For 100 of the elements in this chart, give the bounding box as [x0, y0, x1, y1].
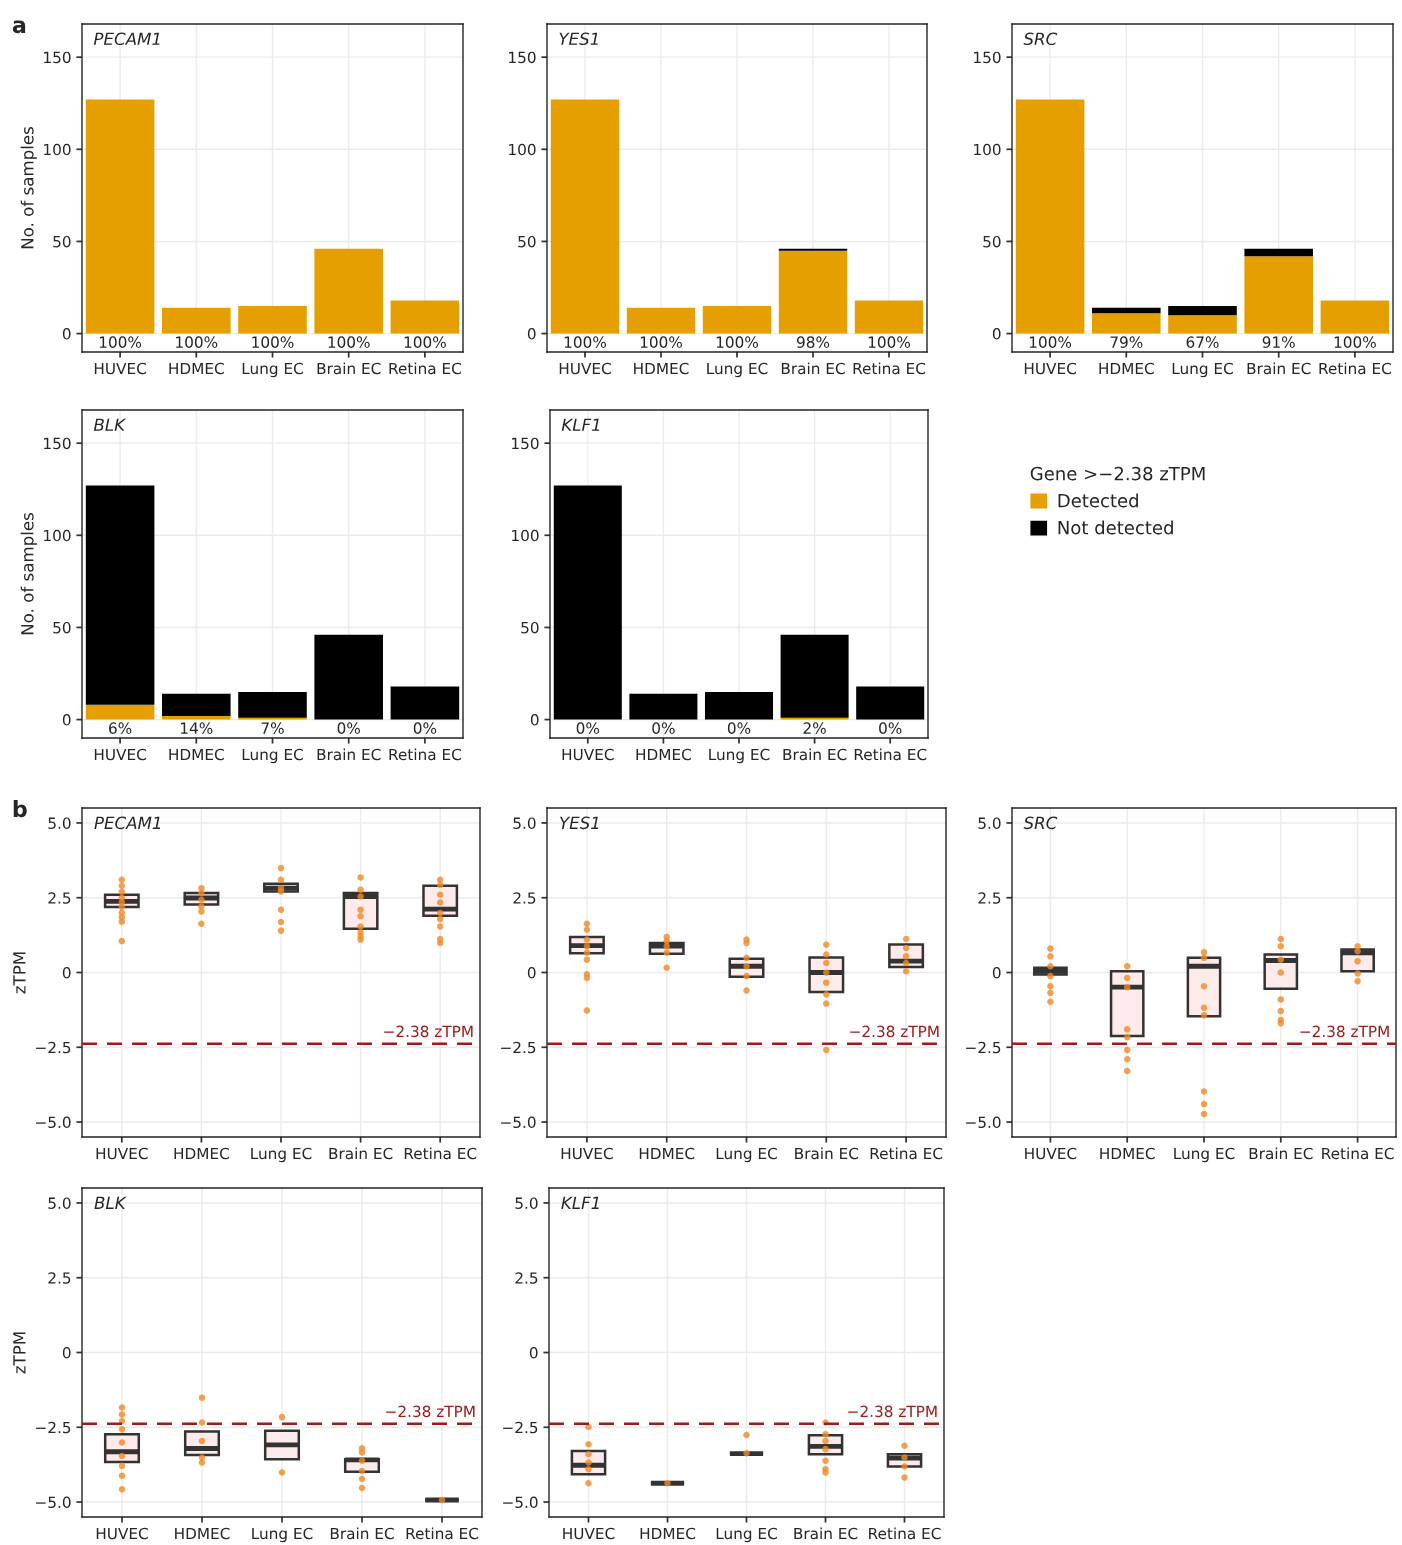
bar — [626, 307, 696, 334]
chart-title: KLF1 — [561, 1196, 599, 1209]
x-tick-label: HDMEC — [169, 362, 224, 375]
chart-title: YES1 — [560, 816, 599, 830]
annotation: 14% — [181, 722, 213, 734]
x-tick-label: Brain EC — [1249, 1147, 1313, 1160]
y-tick-label: 2.5 — [48, 892, 71, 904]
x-tick-label: Retina EC — [869, 1527, 941, 1540]
bar — [314, 634, 383, 720]
annotation: 91% — [1262, 336, 1295, 348]
y-tick-label: 100 — [974, 143, 1001, 156]
annotation: 0% — [727, 722, 751, 734]
bar — [553, 485, 622, 720]
x-tick-label: HUVEC — [96, 1527, 148, 1540]
bar — [702, 305, 772, 334]
y-tick-label: 0 — [992, 328, 1001, 340]
bar — [550, 99, 620, 334]
bar — [1320, 300, 1390, 334]
bar — [780, 634, 849, 718]
bar — [778, 250, 848, 334]
y-axis-title: No. of samples — [20, 127, 37, 249]
y-tick-label: −2.5 — [36, 1041, 71, 1054]
bar — [390, 686, 460, 720]
chart-title: PECAM1 — [94, 816, 161, 830]
y-tick-label: 2.5 — [978, 892, 1001, 904]
y-tick-label: 5.0 — [978, 817, 1001, 829]
x-tick-label: HUVEC — [94, 362, 146, 375]
x-tick-label: Retina EC — [853, 362, 926, 375]
y-tick-label: 0 — [527, 328, 536, 340]
x-tick-label: Brain EC — [1247, 362, 1311, 375]
annotation: 0% — [337, 722, 360, 734]
x-tick-label: Brain EC — [317, 362, 381, 375]
x-tick-label: HDMEC — [634, 362, 689, 375]
annotation: 100% — [1334, 336, 1376, 348]
y-tick-label: 150 — [512, 437, 539, 450]
bar — [1092, 307, 1161, 314]
x-tick-label: Retina EC — [389, 362, 461, 375]
y-tick-label: 5.0 — [515, 1197, 538, 1209]
x-tick-label: HDMEC — [639, 1147, 695, 1160]
bar — [85, 99, 155, 334]
x-tick-label: Brain EC — [329, 1147, 393, 1160]
annotation: 0% — [652, 722, 675, 734]
annotation: 100% — [716, 336, 758, 348]
annotation: 100% — [328, 336, 370, 348]
y-tick-label: 100 — [44, 143, 71, 156]
x-tick-label: Retina EC — [406, 1527, 479, 1540]
x-tick-label: HDMEC — [640, 1527, 696, 1540]
y-tick-label: −2.5 — [966, 1041, 1001, 1054]
bar — [314, 248, 383, 334]
y-tick-label: 0 — [530, 714, 539, 726]
legend-label: Detected — [1058, 493, 1138, 508]
y-tick-label: 100 — [512, 529, 539, 542]
annotation: 100% — [868, 336, 910, 348]
text: b — [13, 800, 27, 818]
x-tick-label: HUVEC — [96, 1147, 148, 1160]
bar — [1092, 313, 1161, 334]
y-tick-label: 5.0 — [513, 817, 536, 829]
x-tick-label: Lung EC — [242, 362, 303, 378]
y-tick-label: 2.5 — [515, 1272, 538, 1284]
x-tick-label: HUVEC — [1025, 1147, 1077, 1160]
y-tick-label: 5.0 — [48, 1197, 71, 1209]
x-tick-label: Retina EC — [870, 1147, 943, 1160]
ref-line-label: −2.38 zTPM — [850, 1025, 939, 1038]
x-tick-label: Brain EC — [795, 1147, 859, 1160]
annotation: 0% — [576, 722, 600, 734]
chart-title: KLF1 — [561, 418, 600, 431]
y-tick-label: −5.0 — [36, 1496, 71, 1509]
ref-line-label: −2.38 zTPM — [1300, 1025, 1389, 1038]
x-tick-label: Lung EC — [1174, 1147, 1235, 1163]
bar — [1168, 315, 1237, 334]
y-tick-label: 0 — [62, 714, 71, 726]
x-tick-label: Brain EC — [781, 362, 845, 375]
y-tick-label: 150 — [44, 51, 71, 64]
annotation: 7% — [261, 722, 284, 734]
chart-title: SRC — [1023, 816, 1058, 830]
y-tick-label: −5.0 — [966, 1116, 1001, 1129]
bar — [856, 686, 925, 720]
bar — [238, 691, 307, 718]
x-tick-label: Lung EC — [252, 1527, 313, 1543]
y-tick-label: 50 — [518, 235, 536, 248]
x-tick-label: Retina EC — [1322, 1147, 1394, 1160]
chart-title: SRC — [1023, 32, 1058, 46]
x-tick-label: Lung EC — [242, 748, 303, 764]
y-tick-label: 0 — [529, 1346, 538, 1359]
ref-line-label: −2.38 zTPM — [384, 1025, 473, 1038]
y-tick-label: −2.5 — [36, 1421, 71, 1434]
y-tick-label: 50 — [53, 621, 71, 634]
y-axis-title: No. of samples — [20, 513, 37, 635]
y-tick-label: 150 — [974, 51, 1001, 64]
annotation: 6% — [109, 722, 132, 734]
bar — [1015, 99, 1085, 334]
y-axis-title: zTPM — [13, 1332, 26, 1374]
y-tick-label: 0 — [62, 328, 71, 340]
x-tick-label: HDMEC — [1100, 1147, 1155, 1160]
y-tick-label: 0 — [992, 966, 1001, 979]
x-tick-label: Lung EC — [709, 748, 770, 764]
annotation: 100% — [640, 336, 682, 348]
annotation: 0% — [413, 722, 437, 734]
bar — [390, 300, 460, 334]
annotation: 100% — [176, 336, 218, 348]
